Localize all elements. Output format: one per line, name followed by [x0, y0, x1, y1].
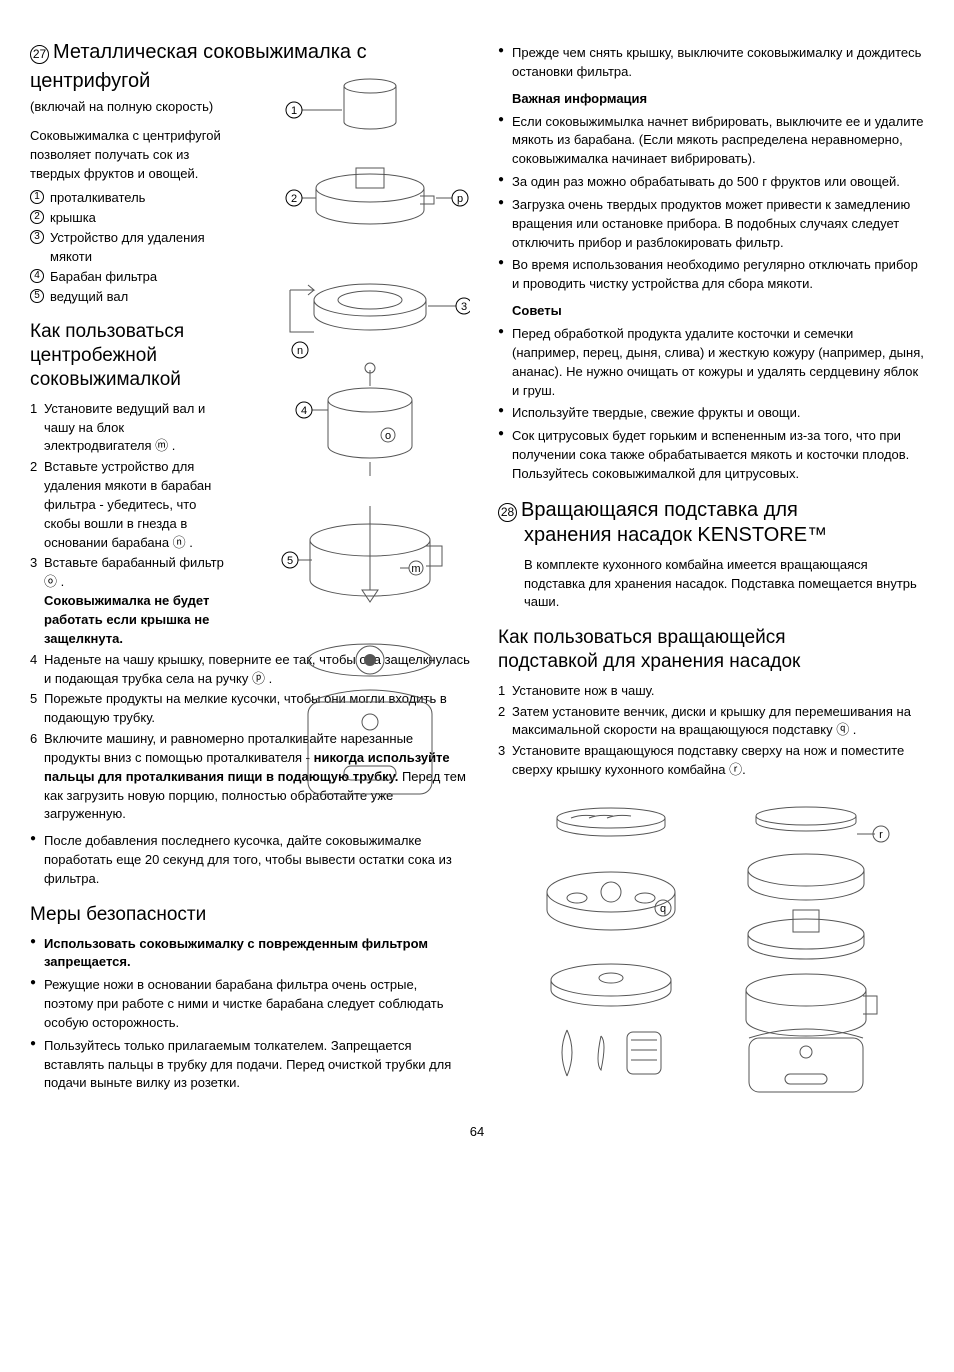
right-top-bullets: Прежде чем снять крышку, выключите соков… — [498, 44, 924, 82]
svg-text:o: o — [385, 430, 391, 442]
part-3: 3Устройство для удаления мякоти — [30, 229, 235, 267]
top-bullet-1: Прежде чем снять крышку, выключите соков… — [498, 44, 924, 82]
svg-text:5: 5 — [287, 555, 293, 567]
safety-title: Меры безопасности — [30, 903, 470, 927]
left-column: 27Металлическая соковыжималка с центрифу… — [30, 40, 470, 1101]
imp-2: За один раз можно обрабатывать до 500 г … — [498, 173, 924, 192]
subtitle: (включай на полную скорость) — [30, 98, 235, 117]
tip-3: Сок цитрусовых будет горьким и вспененны… — [498, 427, 924, 484]
important-bullets: Если соковыжимылка начнет вибрировать, в… — [498, 113, 924, 295]
safety-bullets: Использовать соковыжималку с поврежденны… — [30, 935, 470, 1094]
step-1: Установите ведущий вал и чашу на блок эл… — [30, 400, 235, 457]
howto2-title: Как пользоваться вращающейся подставкой … — [498, 626, 924, 674]
section-27-title: 27Металлическая соковыжималка с — [30, 40, 470, 65]
safety-3: Пользуйтесь только прилагаемым толкателе… — [30, 1037, 470, 1094]
part-2: 2крышка — [30, 209, 235, 228]
svg-text:n: n — [297, 345, 303, 357]
section-27-badge: 27 — [30, 45, 49, 64]
tip-1: Перед обработкой продукта удалите косточ… — [498, 325, 924, 400]
part-5: 5ведущий вал — [30, 288, 235, 307]
tips-head: Советы — [498, 302, 924, 321]
svg-text:r: r — [879, 829, 883, 841]
step2-2: Затем установите венчик, диски и крышку … — [498, 703, 924, 741]
section-28-badge: 28 — [498, 503, 517, 522]
post-bullet: После добавления последнего кусочка, дай… — [30, 832, 470, 889]
imp-1: Если соковыжимылка начнет вибрировать, в… — [498, 113, 924, 170]
svg-text:3: 3 — [461, 301, 467, 313]
svg-text:1: 1 — [291, 105, 297, 117]
step-2: Вставьте устройство для удаления мякоти … — [30, 458, 235, 552]
step-3: Вставьте барабанный фильтр ⓞ .Соковыжима… — [30, 554, 235, 648]
howto2-steps: Установите нож в чашу. Затем установите … — [498, 682, 924, 780]
carousel-diagram: q — [498, 800, 924, 1100]
page-columns: 27Металлическая соковыжималка с центрифу… — [30, 40, 924, 1101]
part-4: 4Барабан фильтра — [30, 268, 235, 287]
safety-2: Режущие ножи в основании барабана фильтр… — [30, 976, 470, 1033]
carousel-right-svg: r — [721, 800, 891, 1100]
juicer-exploded-svg: 1 2 p 3 n 4 o 5 m — [260, 70, 470, 810]
svg-text:4: 4 — [301, 405, 307, 417]
section-28-title: 28Вращающаяся подставка для хранения нас… — [498, 498, 924, 548]
important-head: Важная информация — [498, 90, 924, 109]
step2-1: Установите нож в чашу. — [498, 682, 924, 701]
tips-bullets: Перед обработкой продукта удалите косточ… — [498, 325, 924, 484]
title-line1: Металлическая соковыжималка с — [53, 41, 367, 63]
parts-list: 1проталкиватель 2крышка 3Устройство для … — [30, 189, 235, 306]
tip-2: Используйте твердые, свежие фрукты и ово… — [498, 404, 924, 423]
imp-4: Во время использования необходимо регуля… — [498, 256, 924, 294]
juicer-diagram: 1 2 p 3 n 4 o 5 m — [260, 70, 470, 810]
right-column: Прежде чем снять крышку, выключите соков… — [498, 40, 924, 1101]
part-1: 1проталкиватель — [30, 189, 235, 208]
imp-3: Загрузка очень твердых продуктов может п… — [498, 196, 924, 253]
post-step-bullets: После добавления последнего кусочка, дай… — [30, 832, 470, 889]
intro-text: Соковыжималка с центрифугой позволяет по… — [30, 127, 230, 184]
carousel-left-svg: q — [531, 800, 691, 1100]
svg-text:2: 2 — [291, 193, 297, 205]
svg-text:m: m — [411, 563, 420, 575]
section-28-intro: В комплекте кухонного комбайна имеется в… — [498, 556, 924, 613]
svg-text:p: p — [457, 193, 463, 205]
howto-title: Как пользоваться центробежной соковыжима… — [30, 320, 235, 391]
page-number: 64 — [30, 1123, 924, 1142]
step2-3: Установите вращающуюся подставку сверху … — [498, 742, 924, 780]
svg-text:q: q — [660, 903, 666, 915]
safety-1: Использовать соковыжималку с поврежденны… — [30, 935, 470, 973]
